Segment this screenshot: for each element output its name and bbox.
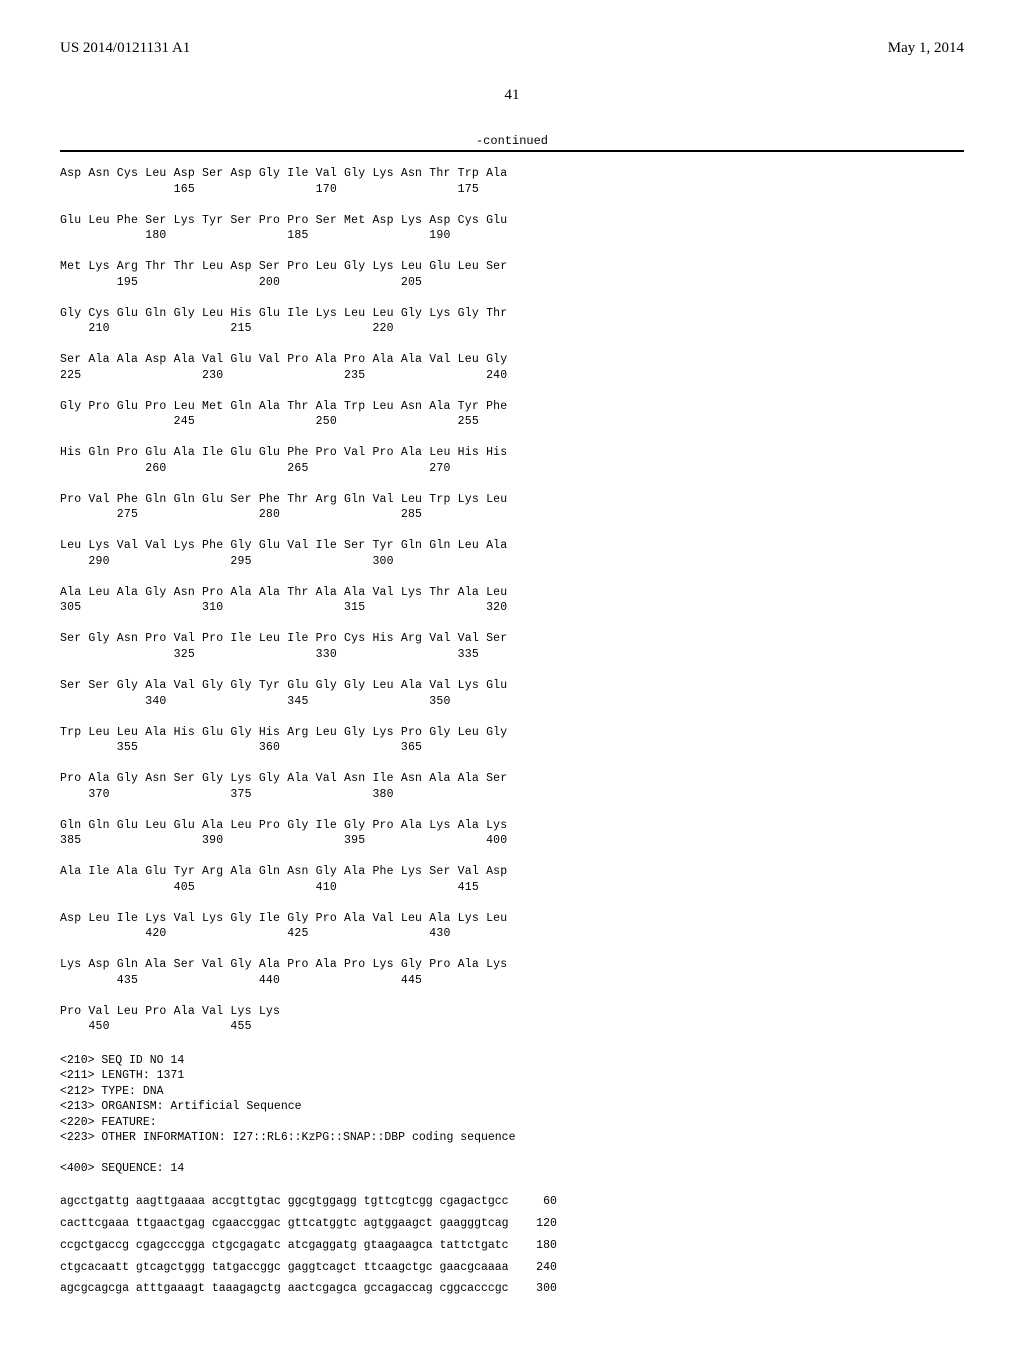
sequence-metadata: <210> SEQ ID NO 14 <211> LENGTH: 1371 <2…: [60, 1053, 964, 1177]
publication-number: US 2014/0121131 A1: [60, 40, 190, 57]
continued-label: -continued: [60, 134, 964, 148]
patent-page: US 2014/0121131 A1 May 1, 2014 41 -conti…: [0, 0, 1024, 1360]
page-header: US 2014/0121131 A1 May 1, 2014: [60, 40, 964, 57]
publication-date: May 1, 2014: [888, 40, 964, 57]
page-number: 41: [60, 87, 964, 104]
protein-sequence-listing: Asp Asn Cys Leu Asp Ser Asp Gly Ile Val …: [60, 166, 964, 1035]
divider-rule: [60, 150, 964, 152]
dna-sequence-listing: agcctgattg aagttgaaaa accgttgtac ggcgtgg…: [60, 1191, 964, 1300]
